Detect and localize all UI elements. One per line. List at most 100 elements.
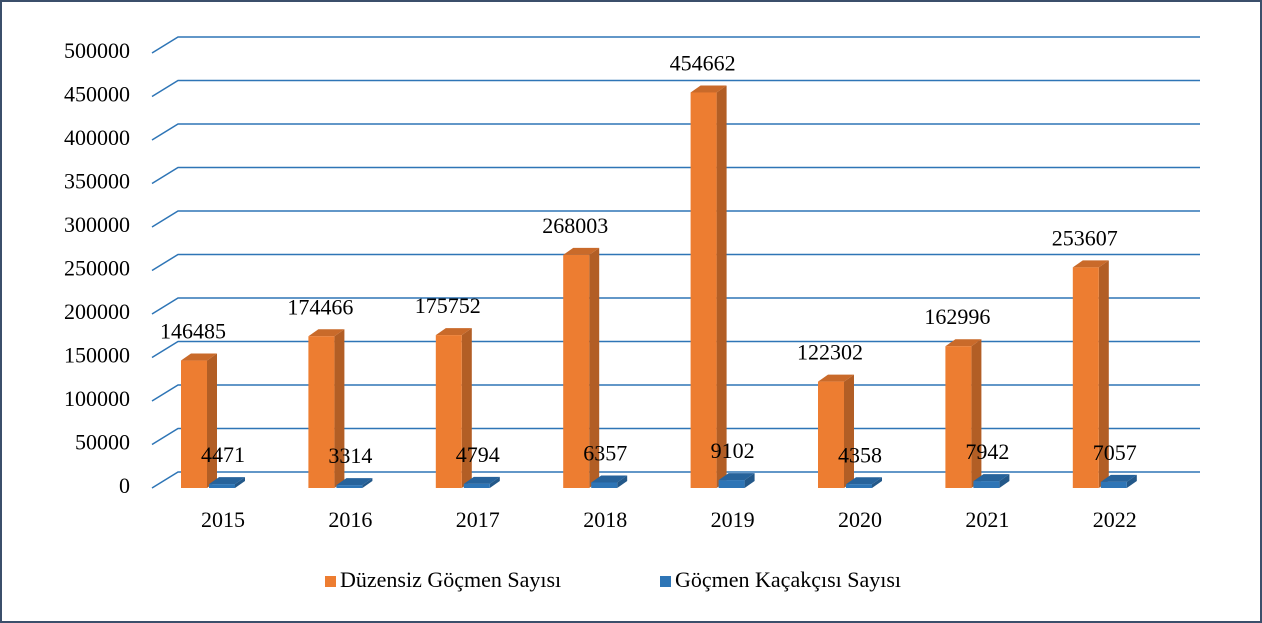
bar-side <box>971 339 982 488</box>
grid-line <box>151 471 1200 489</box>
bar-top <box>846 477 882 485</box>
bar-side <box>461 328 472 488</box>
bar <box>181 360 207 488</box>
y-tick-label: 450000 <box>64 82 130 107</box>
bar <box>718 480 745 488</box>
bar <box>591 482 618 488</box>
grid-line <box>151 123 1200 141</box>
data-label: 454662 <box>670 50 736 75</box>
y-tick-label: 150000 <box>64 343 130 368</box>
bar-top <box>1072 260 1109 268</box>
data-label: 174466 <box>287 294 353 319</box>
grid-line <box>151 36 1200 54</box>
x-tick-label: 2020 <box>838 507 882 532</box>
legend-swatch <box>325 576 336 587</box>
grid-line <box>151 210 1200 228</box>
legend-label: Göçmen Kaçakçısı Sayısı <box>675 567 901 592</box>
x-tick-label: 2019 <box>711 507 755 532</box>
data-label: 253607 <box>1052 225 1118 250</box>
data-label: 4471 <box>201 442 245 467</box>
bar-side <box>744 473 755 488</box>
bar-side <box>872 477 882 488</box>
bar <box>945 346 972 488</box>
bar-top <box>973 474 1010 482</box>
grid-line <box>151 297 1200 315</box>
y-tick-label: 500000 <box>64 38 130 63</box>
data-label: 146485 <box>160 319 226 344</box>
bar-side <box>999 474 1010 488</box>
bar-side <box>1126 474 1137 488</box>
bar <box>846 484 872 488</box>
data-label: 175752 <box>415 293 481 318</box>
grid-line <box>151 427 1200 446</box>
y-tick-label: 200000 <box>64 299 130 324</box>
x-tick-label: 2021 <box>965 507 1009 532</box>
bar-top <box>336 478 373 486</box>
x-tick-label: 2017 <box>456 507 500 532</box>
bar-side <box>235 477 245 488</box>
y-tick-label: 250000 <box>64 256 130 281</box>
bar <box>1100 481 1127 488</box>
y-tick-label: 300000 <box>64 212 130 237</box>
data-label: 268003 <box>542 213 608 238</box>
bar-side <box>334 329 345 488</box>
legend-swatch <box>660 576 671 587</box>
bar-side <box>207 353 217 488</box>
bar-top <box>308 329 345 337</box>
x-tick-label: 2018 <box>583 507 627 532</box>
bar-side <box>362 478 373 488</box>
grid-line <box>151 166 1200 185</box>
grid-line <box>151 79 1200 98</box>
bar-top <box>591 475 628 483</box>
bar-top <box>945 339 982 347</box>
grid-line <box>151 253 1200 272</box>
bar <box>209 484 235 488</box>
data-label: 162996 <box>924 304 990 329</box>
data-label: 4794 <box>456 442 500 467</box>
bar-side <box>844 374 854 488</box>
bar <box>690 92 717 488</box>
data-label: 7942 <box>965 439 1009 464</box>
bar <box>463 483 490 488</box>
bar-top <box>1100 474 1137 482</box>
x-tick-label: 2016 <box>328 507 372 532</box>
bar-top <box>463 476 500 484</box>
bar-top <box>181 353 217 361</box>
data-label: 3314 <box>328 443 372 468</box>
data-label: 9102 <box>711 438 755 463</box>
bar-side <box>589 247 600 488</box>
x-tick-label: 2022 <box>1093 507 1137 532</box>
bar-top <box>690 85 727 93</box>
data-label: 7057 <box>1093 440 1137 465</box>
y-tick-label: 100000 <box>64 386 130 411</box>
bar <box>563 254 590 488</box>
y-tick-label: 350000 <box>64 169 130 194</box>
y-tick-label: 400000 <box>64 125 130 150</box>
bar-side <box>489 476 500 488</box>
x-tick-label: 2015 <box>201 507 245 532</box>
bar-side <box>716 85 727 488</box>
legend-label: Düzensiz Göçmen Sayısı <box>340 567 561 592</box>
bar <box>435 335 462 488</box>
bar-top <box>718 473 755 481</box>
bar <box>336 485 363 488</box>
bar <box>1072 267 1099 488</box>
bar-top <box>818 374 854 382</box>
y-tick-label: 50000 <box>75 430 130 455</box>
bar <box>973 481 1000 488</box>
bar-top <box>563 247 600 255</box>
grid-line <box>151 384 1200 402</box>
bar-side <box>617 475 628 488</box>
data-label: 122302 <box>797 340 863 365</box>
bar-top <box>435 328 472 336</box>
y-tick-label: 0 <box>119 473 130 498</box>
bar <box>818 381 844 488</box>
data-label: 6357 <box>583 441 627 466</box>
grid-line <box>151 340 1200 359</box>
bar <box>308 336 335 488</box>
data-label: 4358 <box>838 442 882 467</box>
bar-side <box>1098 260 1109 488</box>
bar-top <box>209 477 245 485</box>
